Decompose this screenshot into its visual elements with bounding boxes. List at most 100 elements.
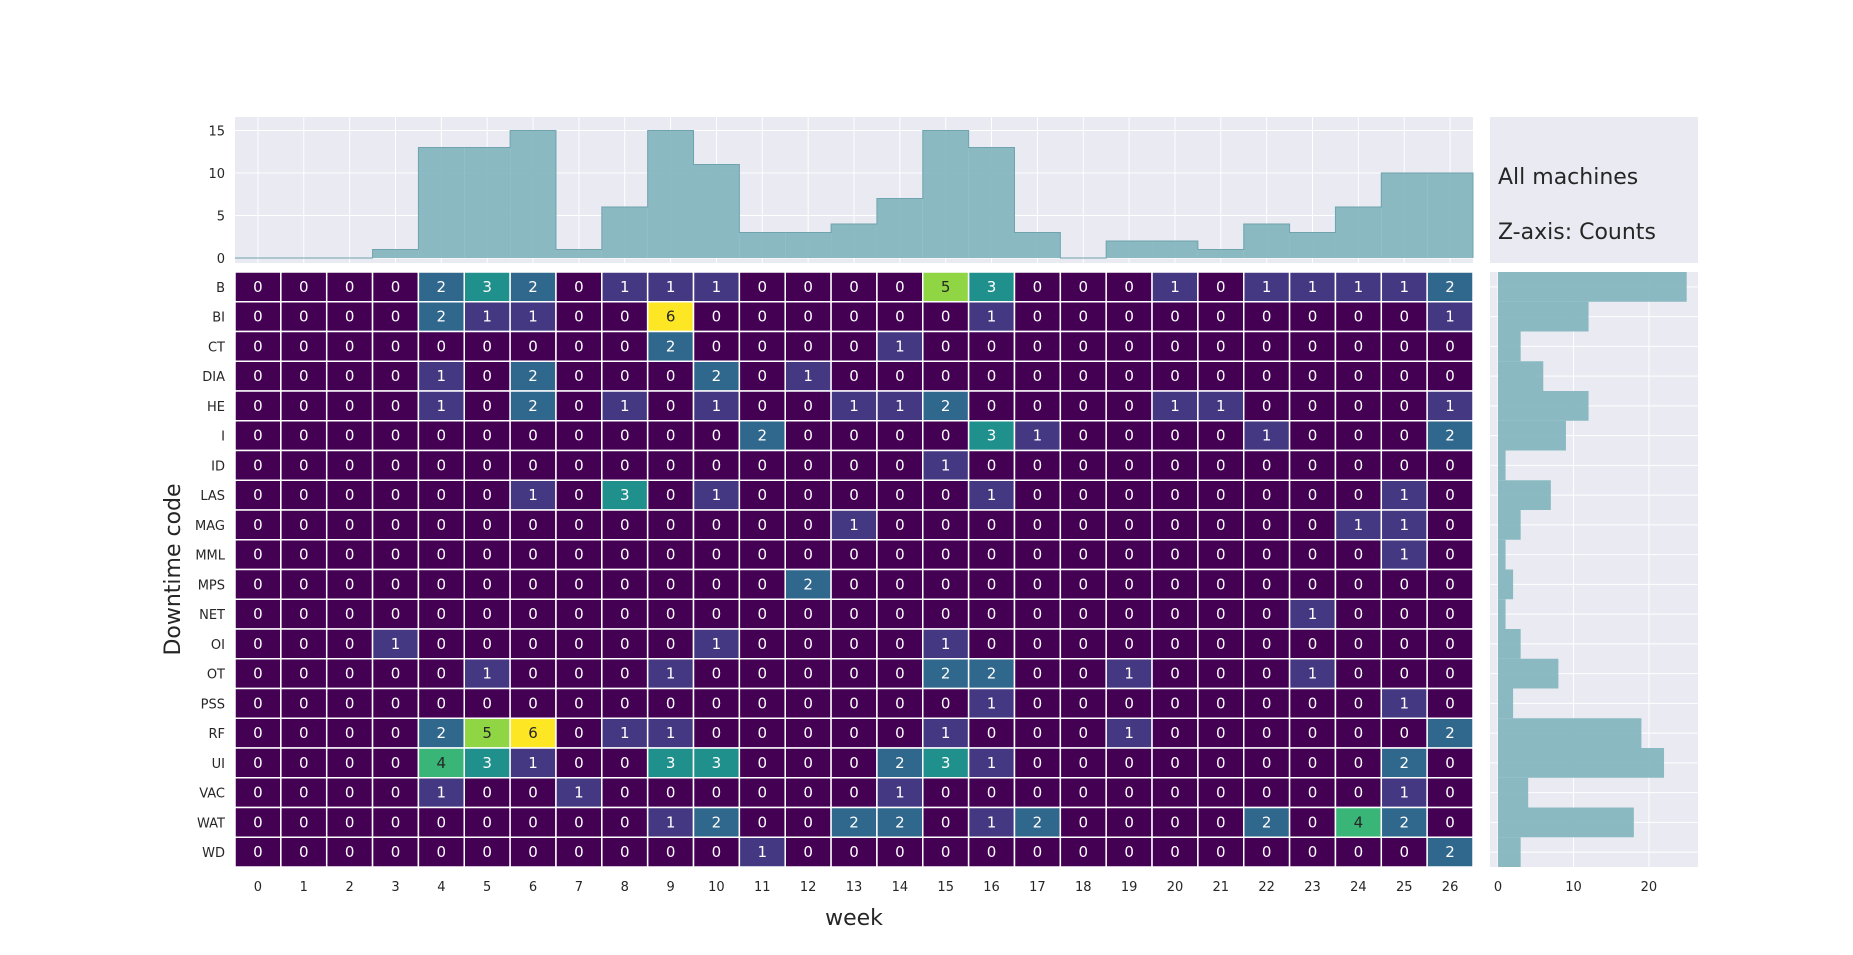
heatmap-cell (922, 330, 970, 362)
heatmap-cell (876, 479, 924, 511)
right-histogram-bar (1498, 301, 1589, 332)
cell-value-label: 1 (987, 694, 997, 712)
heatmap-cell (1197, 836, 1245, 868)
cell-value-label: 0 (941, 308, 951, 326)
cell-value-label: 0 (574, 367, 584, 385)
heatmap-cell (417, 360, 466, 392)
heatmap-cell (1380, 390, 1428, 422)
heatmap-cell (325, 271, 374, 303)
cell-value-label: 0 (1399, 367, 1409, 385)
cell-value-label: 0 (758, 694, 768, 712)
cell-value-label: 1 (528, 754, 538, 772)
cell-value-label: 1 (895, 784, 905, 802)
cell-value-label: 0 (1033, 546, 1043, 564)
x-tick-label: 26 (1442, 880, 1459, 895)
cell-value-label: 0 (895, 575, 905, 593)
x-tick-label: 8 (621, 880, 629, 895)
y-tick-label: RF (208, 727, 225, 742)
cell-value-label: 1 (987, 754, 997, 772)
heatmap-cell (417, 658, 466, 690)
cell-value-label: 0 (1262, 397, 1272, 415)
cell-value-label: 0 (1033, 724, 1043, 742)
cell-value-label: 0 (1033, 843, 1043, 861)
cell-value-label: 0 (666, 635, 676, 653)
heatmap-cell (876, 687, 924, 719)
cell-value-label: 0 (803, 486, 813, 504)
cell-value-label: 1 (895, 397, 905, 415)
heatmap-cell (830, 390, 878, 422)
cell-value-label: 0 (1124, 605, 1134, 623)
heatmap-cell (1197, 598, 1245, 630)
heatmap-cell (1334, 836, 1383, 868)
cell-value-label: 0 (1124, 813, 1134, 831)
heatmap-cell (967, 479, 1016, 511)
heatmap-cell (1059, 628, 1107, 660)
cell-value-label: 1 (941, 456, 951, 474)
heatmap-cell (967, 330, 1016, 362)
cell-value-label: 0 (1262, 308, 1272, 326)
top-histogram-bar (831, 224, 877, 258)
cell-value-label: 2 (528, 278, 538, 296)
cell-value-label: 0 (1308, 427, 1318, 445)
x-tick-label: 0 (254, 880, 262, 895)
cell-value-label: 1 (1262, 427, 1272, 445)
cell-value-label: 0 (437, 575, 447, 593)
heatmap-cell (555, 360, 603, 392)
cell-value-label: 1 (987, 308, 997, 326)
cell-value-label: 0 (758, 784, 768, 802)
heatmap-cell (922, 539, 970, 571)
cell-value-label: 0 (1033, 486, 1043, 504)
cell-value-label: 0 (391, 367, 401, 385)
y-tick-label: BI (212, 311, 225, 326)
heatmap-cell (1151, 836, 1199, 868)
cell-value-label: 1 (1216, 397, 1226, 415)
heatmap-cell (876, 747, 924, 779)
right-histogram-bar (1498, 629, 1521, 659)
cell-value-label: 0 (666, 605, 676, 623)
cell-value-label: 0 (895, 427, 905, 445)
top-histogram-bar (968, 147, 1015, 258)
x-tick-label: 6 (529, 880, 537, 895)
heatmap-cell (1105, 420, 1153, 452)
cell-value-label: 1 (712, 278, 722, 296)
cell-value-label: 1 (437, 397, 447, 415)
cell-value-label: 0 (1308, 337, 1318, 355)
cell-value-label: 0 (758, 337, 768, 355)
heatmap-cell (1105, 360, 1153, 392)
top-histogram-bar (1243, 224, 1290, 258)
cell-value-label: 0 (895, 486, 905, 504)
cell-value-label: 0 (758, 278, 768, 296)
cell-value-label: 0 (1399, 635, 1409, 653)
cell-value-label: 1 (1399, 486, 1409, 504)
y-tick-label: NET (199, 608, 225, 623)
cell-value-label: 0 (1170, 546, 1180, 564)
heatmap-cell (692, 687, 741, 719)
x-tick-label: 19 (1121, 880, 1138, 895)
cell-value-label: 0 (1124, 754, 1134, 772)
heatmap-cell (280, 420, 328, 452)
cell-value-label: 2 (803, 575, 813, 593)
cell-value-label: 0 (528, 813, 538, 831)
cell-value-label: 1 (987, 813, 997, 831)
cell-value-label: 0 (391, 516, 401, 534)
heatmap-cell (738, 330, 786, 362)
right-histogram-bar (1498, 331, 1521, 362)
top-histogram-bar (693, 164, 740, 258)
heatmap-cell (371, 330, 420, 362)
cell-value-label: 0 (803, 754, 813, 772)
cell-value-label: 0 (391, 337, 401, 355)
cell-value-label: 0 (1216, 308, 1226, 326)
cell-value-label: 0 (1033, 784, 1043, 802)
heatmap-cell (1380, 658, 1428, 690)
cell-value-label: 0 (1399, 397, 1409, 415)
cell-value-label: 0 (1262, 665, 1272, 683)
cell-value-label: 0 (528, 427, 538, 445)
right-histogram-bar (1498, 718, 1642, 748)
cell-value-label: 0 (482, 694, 492, 712)
heatmap-cell (325, 836, 374, 868)
heatmap-cell (463, 479, 511, 511)
cell-value-label: 0 (1170, 427, 1180, 445)
cell-value-label: 0 (1170, 367, 1180, 385)
cell-value-label: 0 (803, 635, 813, 653)
y-tick-label: OT (207, 668, 225, 683)
